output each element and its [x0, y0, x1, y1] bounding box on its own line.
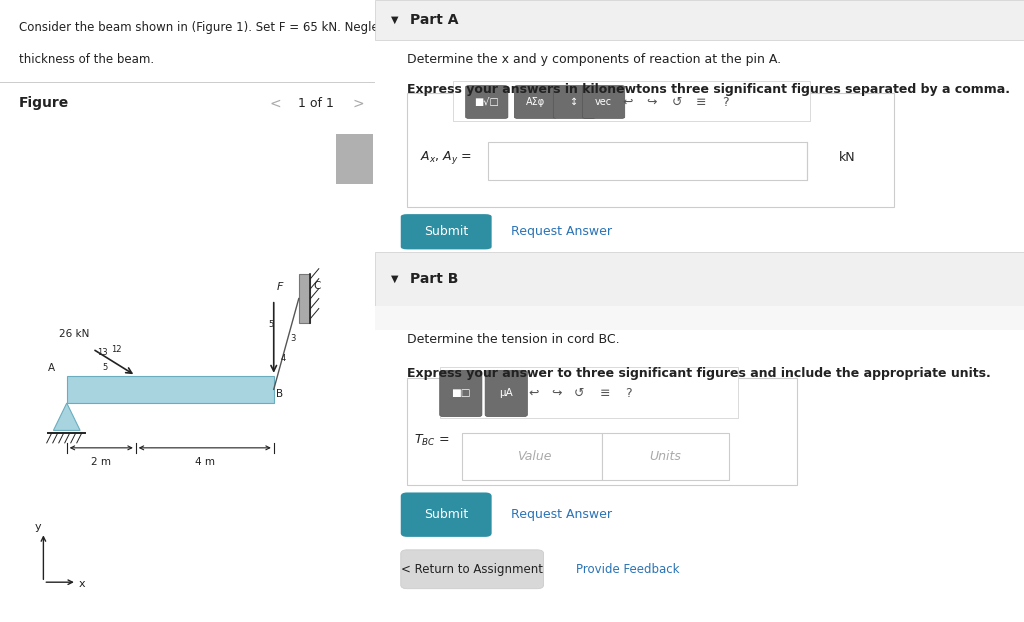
- Text: ↺: ↺: [672, 96, 682, 108]
- FancyBboxPatch shape: [602, 434, 729, 480]
- FancyBboxPatch shape: [439, 366, 738, 419]
- Text: $A_x$, $A_y$ =: $A_x$, $A_y$ =: [420, 149, 472, 166]
- Text: Express your answer to three significant figures and include the appropriate uni: Express your answer to three significant…: [408, 366, 991, 379]
- Text: μA: μA: [500, 388, 513, 398]
- Text: F: F: [278, 282, 284, 292]
- Text: ?: ?: [625, 387, 631, 400]
- Text: $T_{BC}$ =: $T_{BC}$ =: [414, 433, 450, 448]
- Text: Submit: Submit: [424, 508, 468, 521]
- Text: vec: vec: [595, 97, 612, 107]
- Text: 3: 3: [291, 335, 296, 343]
- Text: Consider the beam shown in (Figure 1). Set F = 65 kN. Neglect the: Consider the beam shown in (Figure 1). S…: [18, 21, 413, 34]
- Text: Determine the x and y components of reaction at the pin A.: Determine the x and y components of reac…: [408, 53, 781, 66]
- Text: 1 of 1: 1 of 1: [298, 97, 334, 109]
- Text: 13: 13: [97, 348, 109, 357]
- Text: ↩: ↩: [528, 387, 539, 400]
- FancyBboxPatch shape: [400, 550, 544, 588]
- Text: Submit: Submit: [424, 225, 468, 238]
- Text: x: x: [79, 579, 85, 589]
- Text: Part A: Part A: [411, 13, 459, 27]
- Bar: [67, 376, 273, 403]
- Text: < Return to Assignment: < Return to Assignment: [401, 563, 543, 576]
- Text: 26 kN: 26 kN: [59, 329, 89, 339]
- Text: ?: ?: [722, 96, 729, 108]
- FancyBboxPatch shape: [439, 370, 482, 417]
- Text: >: >: [352, 96, 364, 110]
- Text: Provide Feedback: Provide Feedback: [577, 563, 680, 576]
- Text: C: C: [313, 281, 322, 290]
- FancyBboxPatch shape: [453, 81, 810, 121]
- Text: ≡: ≡: [600, 387, 610, 400]
- Text: Express your answers in kilonewtons three significant figures separated by a com: Express your answers in kilonewtons thre…: [408, 83, 1011, 96]
- Text: Request Answer: Request Answer: [511, 508, 612, 521]
- Text: Request Answer: Request Answer: [511, 225, 612, 238]
- Text: 4: 4: [281, 355, 286, 363]
- Text: 2 m: 2 m: [91, 457, 112, 467]
- Text: Value: Value: [516, 450, 551, 463]
- FancyBboxPatch shape: [488, 142, 807, 180]
- Text: Determine the tension in cord BC.: Determine the tension in cord BC.: [408, 333, 620, 346]
- FancyBboxPatch shape: [466, 86, 508, 118]
- Text: Part B: Part B: [411, 272, 459, 285]
- Text: AΣφ: AΣφ: [526, 97, 545, 107]
- FancyBboxPatch shape: [375, 0, 1024, 40]
- Text: B: B: [276, 389, 284, 399]
- Text: ■□: ■□: [451, 388, 471, 398]
- Text: kN: kN: [839, 151, 856, 164]
- Text: ▼: ▼: [391, 15, 398, 25]
- Text: 5: 5: [102, 363, 108, 372]
- Text: Figure: Figure: [18, 96, 69, 110]
- Bar: [299, 274, 310, 323]
- Text: ↪: ↪: [551, 387, 562, 400]
- Text: ↕: ↕: [570, 97, 579, 107]
- FancyBboxPatch shape: [400, 493, 492, 537]
- Text: 4 m: 4 m: [195, 457, 215, 467]
- FancyBboxPatch shape: [463, 434, 602, 480]
- Text: ▼: ▼: [391, 274, 398, 284]
- Text: y: y: [35, 522, 42, 532]
- Text: A: A: [48, 363, 55, 373]
- FancyBboxPatch shape: [400, 214, 492, 249]
- Text: ≡: ≡: [696, 96, 707, 108]
- Text: Units: Units: [649, 450, 682, 463]
- FancyBboxPatch shape: [336, 134, 373, 184]
- FancyBboxPatch shape: [514, 86, 557, 118]
- Text: 5: 5: [268, 320, 274, 328]
- FancyBboxPatch shape: [553, 86, 596, 118]
- FancyBboxPatch shape: [485, 370, 527, 417]
- Text: <: <: [270, 96, 282, 110]
- Text: ↪: ↪: [647, 96, 657, 108]
- Text: ↩: ↩: [623, 96, 633, 108]
- FancyBboxPatch shape: [375, 305, 1024, 330]
- Text: ■√□: ■√□: [474, 97, 499, 107]
- FancyBboxPatch shape: [375, 252, 1024, 305]
- Text: thickness of the beam.: thickness of the beam.: [18, 53, 154, 67]
- Text: ↺: ↺: [574, 387, 585, 400]
- Polygon shape: [53, 403, 80, 430]
- FancyBboxPatch shape: [583, 86, 625, 118]
- Text: 12: 12: [111, 345, 122, 355]
- FancyBboxPatch shape: [408, 93, 894, 207]
- FancyBboxPatch shape: [408, 378, 797, 485]
